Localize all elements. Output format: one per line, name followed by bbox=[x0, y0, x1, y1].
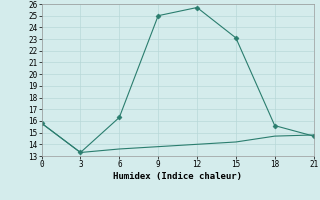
X-axis label: Humidex (Indice chaleur): Humidex (Indice chaleur) bbox=[113, 172, 242, 181]
